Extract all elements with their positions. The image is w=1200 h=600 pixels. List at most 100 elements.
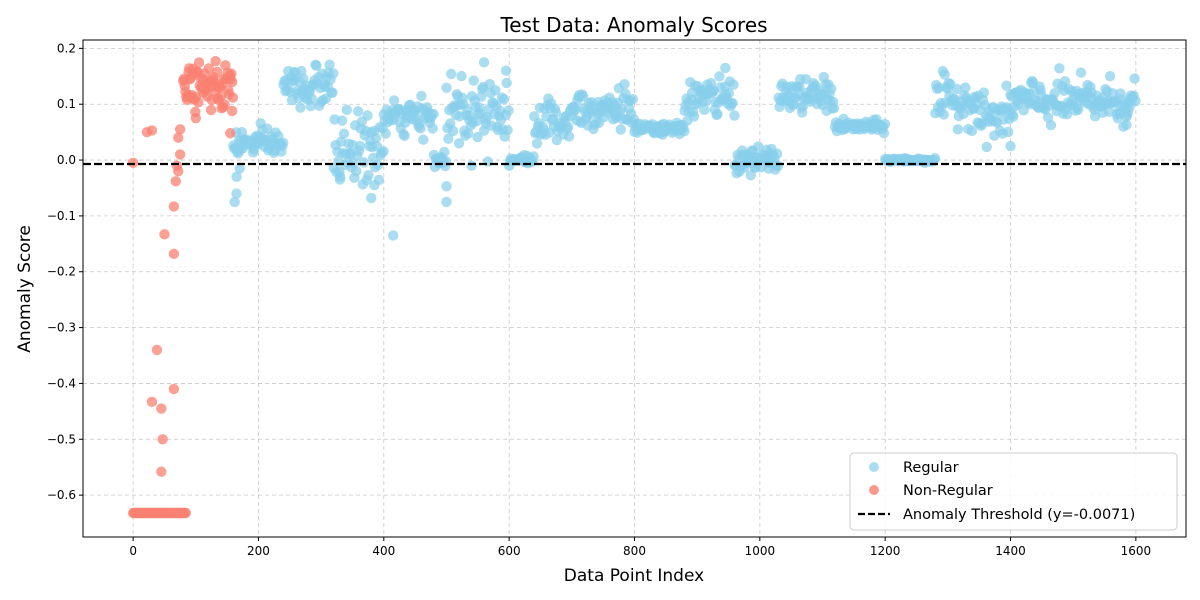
non-regular-point (211, 66, 223, 78)
regular-point (1049, 88, 1060, 99)
regular-point (679, 126, 690, 137)
regular-point (363, 170, 374, 181)
x-tick-label: 200 (247, 544, 270, 558)
chart-title: Test Data: Anomaly Scores (499, 13, 767, 37)
regular-point (416, 90, 427, 102)
regular-point (352, 106, 364, 117)
regular-point (415, 123, 426, 134)
regular-point (311, 60, 322, 71)
non-regular-point (227, 92, 239, 103)
regular-point (771, 148, 783, 160)
y-tick-label: −0.1 (47, 209, 76, 223)
regular-point (966, 125, 978, 137)
regular-point (445, 68, 457, 80)
regular-point (1054, 63, 1065, 74)
regular-point (441, 82, 452, 93)
non-regular-point (127, 157, 139, 169)
regular-point (1129, 73, 1140, 84)
regular-point (380, 128, 391, 139)
regular-point (1008, 111, 1019, 122)
regular-point (443, 133, 454, 144)
regular-point (503, 105, 514, 116)
non-regular-point (219, 99, 230, 110)
legend-non-regular-marker (869, 485, 879, 495)
non-regular-point (193, 57, 205, 68)
regular-point (753, 141, 764, 152)
regular-point (727, 97, 738, 109)
non-regular-point (159, 229, 170, 240)
regular-point (826, 83, 837, 95)
regular-point (929, 152, 941, 164)
non-regular-point (225, 128, 236, 139)
legend-regular-marker (869, 462, 879, 472)
non-regular-point (168, 201, 180, 212)
regular-point (550, 107, 562, 118)
regular-point (720, 62, 731, 74)
non-regular-point (205, 104, 217, 116)
regular-point (619, 79, 630, 90)
regular-point (501, 77, 512, 89)
regular-point (306, 93, 317, 104)
regular-point (528, 151, 539, 162)
regular-point (563, 131, 575, 142)
x-tick-label: 400 (372, 544, 395, 558)
non-regular-series (127, 55, 239, 519)
regular-point (952, 124, 964, 135)
regular-point (447, 125, 459, 137)
regular-point (378, 146, 389, 157)
x-tick-label: 0 (129, 544, 137, 558)
regular-point (772, 160, 784, 172)
regular-point (878, 128, 890, 139)
regular-point (828, 102, 840, 114)
regular-point (354, 140, 366, 152)
non-regular-point (146, 396, 158, 408)
regular-point (688, 111, 700, 122)
regular-point (231, 171, 242, 183)
y-tick-label: 0.2 (57, 41, 76, 55)
non-regular-point (210, 55, 221, 67)
non-regular-point (180, 507, 191, 519)
x-tick-label: 800 (623, 544, 646, 558)
y-tick-label: 0.1 (57, 97, 76, 111)
regular-point (476, 91, 487, 102)
non-regular-point (193, 97, 204, 108)
regular-point (295, 102, 306, 113)
regular-point (372, 159, 384, 171)
legend-non-regular-label: Non-Regular (903, 483, 993, 499)
regular-point (1001, 80, 1012, 91)
regular-point (615, 124, 626, 135)
regular-point (456, 70, 467, 82)
x-tick-label: 1600 (1121, 544, 1152, 558)
regular-point (441, 196, 452, 208)
regular-point (627, 93, 639, 105)
regular-point (981, 141, 992, 153)
regular-point (453, 138, 465, 149)
regular-point (1018, 105, 1029, 116)
regular-point (712, 109, 723, 120)
regular-point (327, 87, 338, 98)
regular-point (428, 108, 439, 120)
non-regular-point (215, 91, 227, 102)
non-regular-point (168, 383, 180, 395)
regular-point (978, 87, 990, 98)
regular-point (482, 156, 494, 167)
regular-point (388, 95, 400, 106)
non-regular-point (226, 76, 238, 88)
regular-point (939, 69, 950, 80)
x-axis-label: Data Point Index (564, 566, 704, 586)
regular-point (500, 65, 512, 76)
regular-point (341, 104, 353, 116)
legend-regular-label: Regular (903, 460, 959, 476)
non-regular-point (156, 466, 167, 477)
regular-point (338, 128, 350, 139)
regular-point (933, 82, 945, 93)
legend: Regular Non-Regular Anomaly Threshold (y… (849, 452, 1178, 531)
regular-point (938, 109, 949, 120)
regular-point (334, 174, 346, 185)
non-regular-point (174, 149, 186, 160)
regular-point (231, 188, 242, 199)
regular-point (427, 123, 438, 134)
non-regular-point (168, 248, 180, 260)
regular-point (369, 179, 380, 191)
regular-point (439, 146, 450, 158)
